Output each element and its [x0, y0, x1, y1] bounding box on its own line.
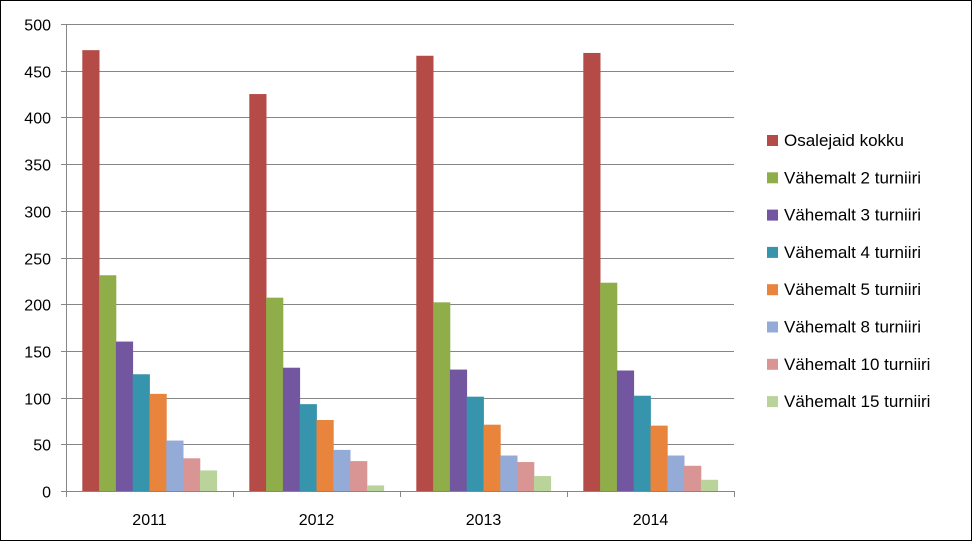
bar-vähemalt-2-turniiri-2013 — [433, 302, 451, 491]
bar-vähemalt-2-turniiri-2011 — [99, 275, 117, 491]
bar-vähemalt-8-turniiri-2013 — [500, 455, 518, 491]
legend-label: Vähemalt 2 turniiri — [784, 168, 921, 187]
y-tick-label: 100 — [24, 392, 51, 409]
bar-vähemalt-4-turniiri-2013 — [466, 396, 484, 491]
bar-vähemalt-3-turniiri-2011 — [115, 341, 134, 491]
y-axis-tick-labels: 0 50 100 150 200 250 300 350 400 450 500 — [24, 18, 51, 502]
axes — [66, 24, 735, 497]
bar-vähemalt-10-turniiri-2013 — [517, 462, 535, 491]
legend-label: Vähemalt 5 turniiri — [784, 280, 921, 299]
bar-vähemalt-15-turniiri-2011 — [199, 470, 218, 491]
bar-osalejaid-kokku-2014 — [583, 52, 601, 491]
y-tick-label: 450 — [24, 65, 51, 82]
bar-vähemalt-8-turniiri-2012 — [333, 449, 351, 491]
y-tick-label: 500 — [24, 18, 51, 35]
y-tick-label: 150 — [24, 345, 51, 362]
x-tick-label: 2011 — [132, 512, 167, 529]
legend-swatch — [767, 358, 778, 370]
legend-swatch — [767, 135, 778, 146]
bar-vähemalt-2-turniiri-2014 — [600, 282, 618, 491]
legend-label: Vähemalt 10 turniiri — [784, 355, 930, 374]
legend-swatch — [767, 246, 778, 258]
legend-label: Vähemalt 4 turniiri — [784, 243, 921, 262]
x-axis-tick-labels: 2011 2012 2013 2014 — [132, 512, 668, 529]
bar-vähemalt-15-turniiri-2014 — [700, 479, 719, 491]
bar-vähemalt-3-turniiri-2012 — [282, 367, 301, 491]
bar-vähemalt-4-turniiri-2014 — [633, 395, 651, 491]
bar-vähemalt-10-turniiri-2011 — [183, 458, 201, 491]
legend-swatch — [767, 209, 778, 221]
bar-vähemalt-8-turniiri-2011 — [166, 440, 184, 491]
bar-vähemalt-4-turniiri-2012 — [299, 404, 317, 491]
legend-label: Osalejaid kokku — [784, 131, 904, 150]
bar-vähemalt-5-turniiri-2011 — [149, 393, 167, 491]
bar-osalejaid-kokku-2012 — [249, 94, 267, 492]
y-tick-label: 350 — [24, 158, 51, 175]
legend: Osalejaid kokku Vähemalt 2 turniiri Vähema… — [767, 131, 930, 411]
bar-vähemalt-15-turniiri-2013 — [533, 476, 552, 491]
bar-vähemalt-8-turniiri-2014 — [667, 455, 685, 491]
legend-swatch — [767, 172, 778, 184]
x-tick-label: 2012 — [299, 512, 335, 529]
bar-vähemalt-5-turniiri-2014 — [650, 425, 668, 491]
y-tick-label: 400 — [24, 111, 51, 128]
y-tick-label: 0 — [42, 485, 51, 502]
legend-swatch — [767, 396, 778, 408]
bar-osalejaid-kokku-2013 — [416, 55, 434, 491]
bar-vähemalt-5-turniiri-2013 — [483, 424, 501, 491]
x-tick-label: 2013 — [466, 512, 502, 529]
bar-vähemalt-2-turniiri-2012 — [266, 297, 284, 491]
bar-vähemalt-4-turniiri-2011 — [132, 374, 150, 491]
y-tick-label: 250 — [24, 252, 51, 269]
bar-vähemalt-15-turniiri-2012 — [366, 485, 385, 491]
y-tick-label: 300 — [24, 205, 51, 222]
legend-label: Vähemalt 3 turniiri — [784, 206, 921, 225]
bar-vähemalt-3-turniiri-2014 — [616, 370, 635, 491]
legend-label: Vähemalt 15 turniiri — [784, 392, 930, 411]
x-tick-label: 2014 — [633, 512, 669, 529]
bar-vähemalt-10-turniiri-2012 — [350, 461, 368, 491]
legend-label: Vähemalt 8 turniiri — [784, 318, 921, 337]
bars — [82, 50, 719, 492]
bar-osalejaid-kokku-2011 — [82, 50, 100, 492]
y-tick-label: 50 — [33, 438, 51, 455]
bar-vähemalt-3-turniiri-2013 — [449, 369, 468, 491]
bar-vähemalt-5-turniiri-2012 — [316, 420, 334, 491]
legend-swatch — [767, 321, 778, 333]
y-tick-label: 200 — [24, 298, 51, 315]
bar-vähemalt-10-turniiri-2014 — [684, 465, 702, 491]
legend-swatch — [767, 284, 778, 296]
